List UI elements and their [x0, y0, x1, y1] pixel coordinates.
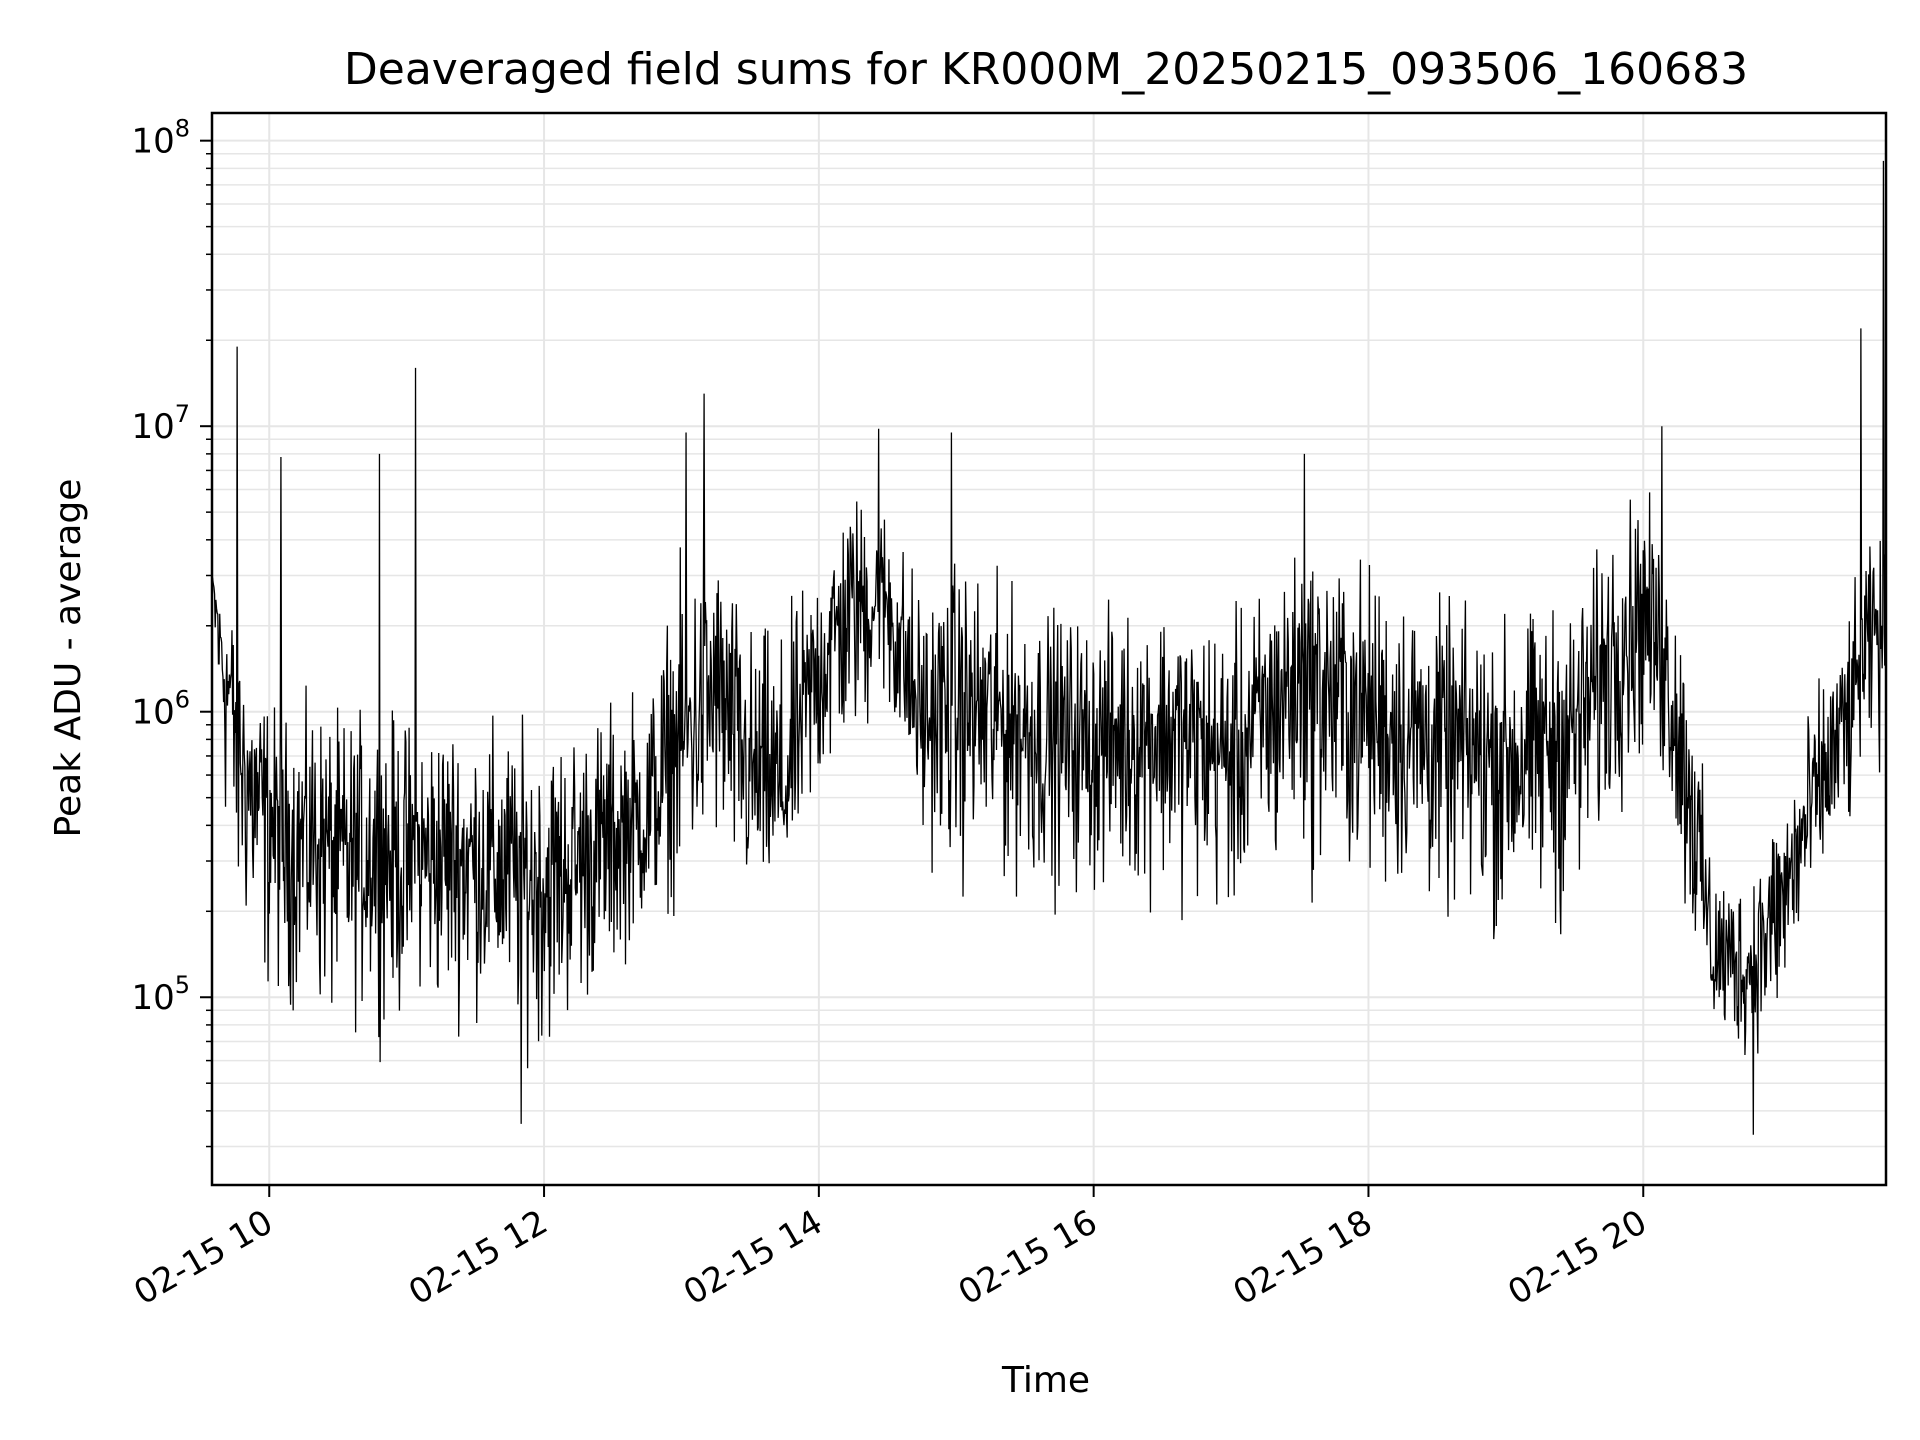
- x-tick-label: 02-15 12: [402, 1202, 554, 1313]
- plot-frame: [210, 111, 1888, 1187]
- y-tick-label: 107: [131, 400, 190, 447]
- data-series: [212, 160, 1886, 1135]
- x-tick-label: 02-15 16: [952, 1202, 1104, 1313]
- x-tick-label: 02-15 20: [1501, 1202, 1653, 1313]
- series-line: [212, 160, 1886, 1135]
- y-axis: 105 106 107 108: [131, 115, 212, 1148]
- x-axis: 02-15 10 02-15 12 02-15 14 02-15 16 02-15 18…: [127, 1185, 1654, 1313]
- x-tick-label: 02-15 14: [677, 1202, 829, 1313]
- y-tick-label: 108: [131, 115, 190, 162]
- x-axis-label: Time: [1001, 1360, 1090, 1401]
- x-tick-label: 02-15 10: [127, 1202, 279, 1313]
- y-axis-label: Peak ADU - average: [48, 479, 89, 838]
- chart-title: Deaveraged field sums for KR000M_2025021…: [344, 44, 1748, 95]
- x-tick-label: 02-15 18: [1227, 1202, 1379, 1313]
- y-tick-label: 105: [131, 971, 190, 1018]
- y-tick-label: 106: [131, 686, 190, 733]
